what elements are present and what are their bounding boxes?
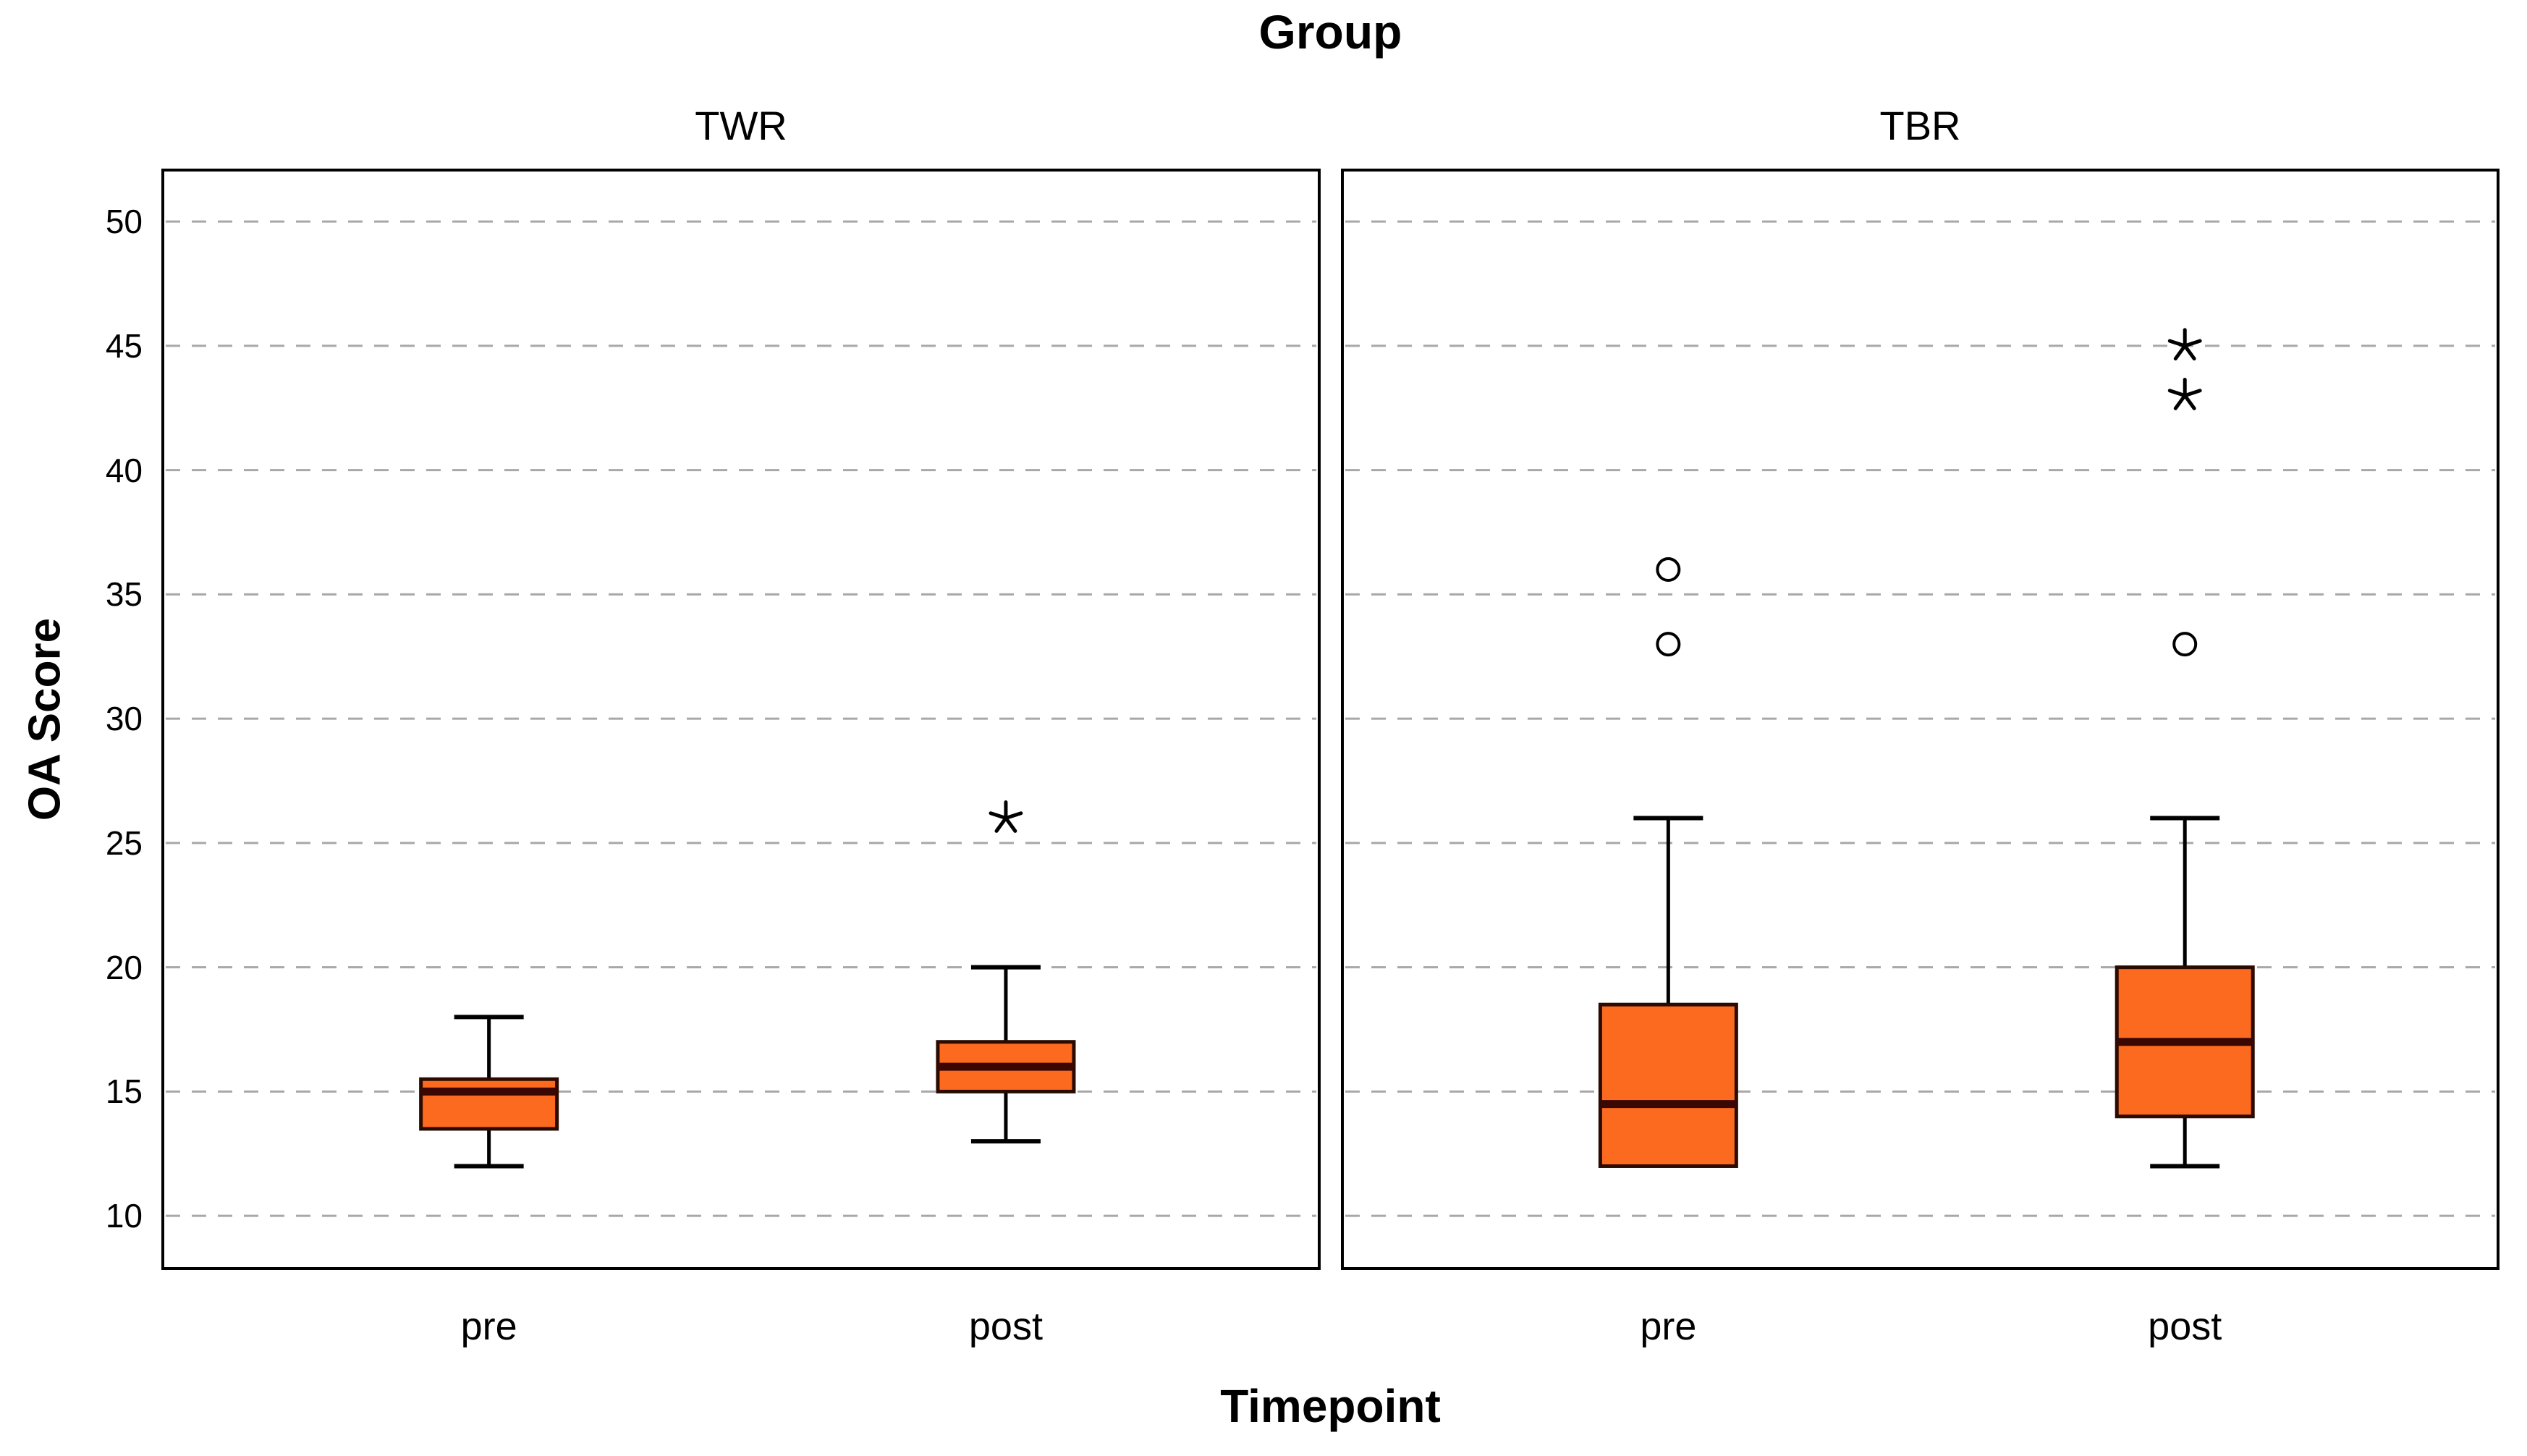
outlier-circle-36 xyxy=(1656,557,1681,583)
x-category-label-tbr-pre: pre xyxy=(1640,1305,1697,1348)
y-tick-label-25: 25 xyxy=(105,824,143,862)
extreme-asterisk-45 xyxy=(2167,328,2202,361)
panel-border-twr xyxy=(161,169,1321,1270)
y-tick-label-45: 45 xyxy=(105,326,143,365)
x-category-label-tbr-post: post xyxy=(2148,1305,2222,1348)
panel-label-twr: TWR xyxy=(695,103,787,148)
outlier-circle-33 xyxy=(1656,632,1681,657)
figure-title: Group xyxy=(1258,5,1402,59)
y-tick-label-15: 15 xyxy=(105,1072,143,1111)
y-tick-label-10: 10 xyxy=(105,1197,143,1235)
panel-label-tbr: TBR xyxy=(1879,103,1961,148)
y-tick-label-35: 35 xyxy=(105,575,143,614)
box-tbr-pre xyxy=(1598,1002,1738,1168)
x-axis-title: Timepoint xyxy=(1220,1380,1441,1432)
y-tick-label-20: 20 xyxy=(105,948,143,986)
x-category-label-twr-pre: pre xyxy=(460,1305,517,1348)
y-tick-label-40: 40 xyxy=(105,451,143,489)
x-category-label-twr-post: post xyxy=(968,1305,1043,1348)
outlier-circle-33 xyxy=(2172,632,2198,657)
y-tick-label-30: 30 xyxy=(105,700,143,738)
extreme-asterisk-26 xyxy=(989,800,1023,833)
extreme-asterisk-43 xyxy=(2167,378,2202,410)
box-twr-pre xyxy=(419,1077,559,1131)
panel-border-tbr xyxy=(1341,169,2500,1270)
y-tick-label-50: 50 xyxy=(105,203,143,241)
